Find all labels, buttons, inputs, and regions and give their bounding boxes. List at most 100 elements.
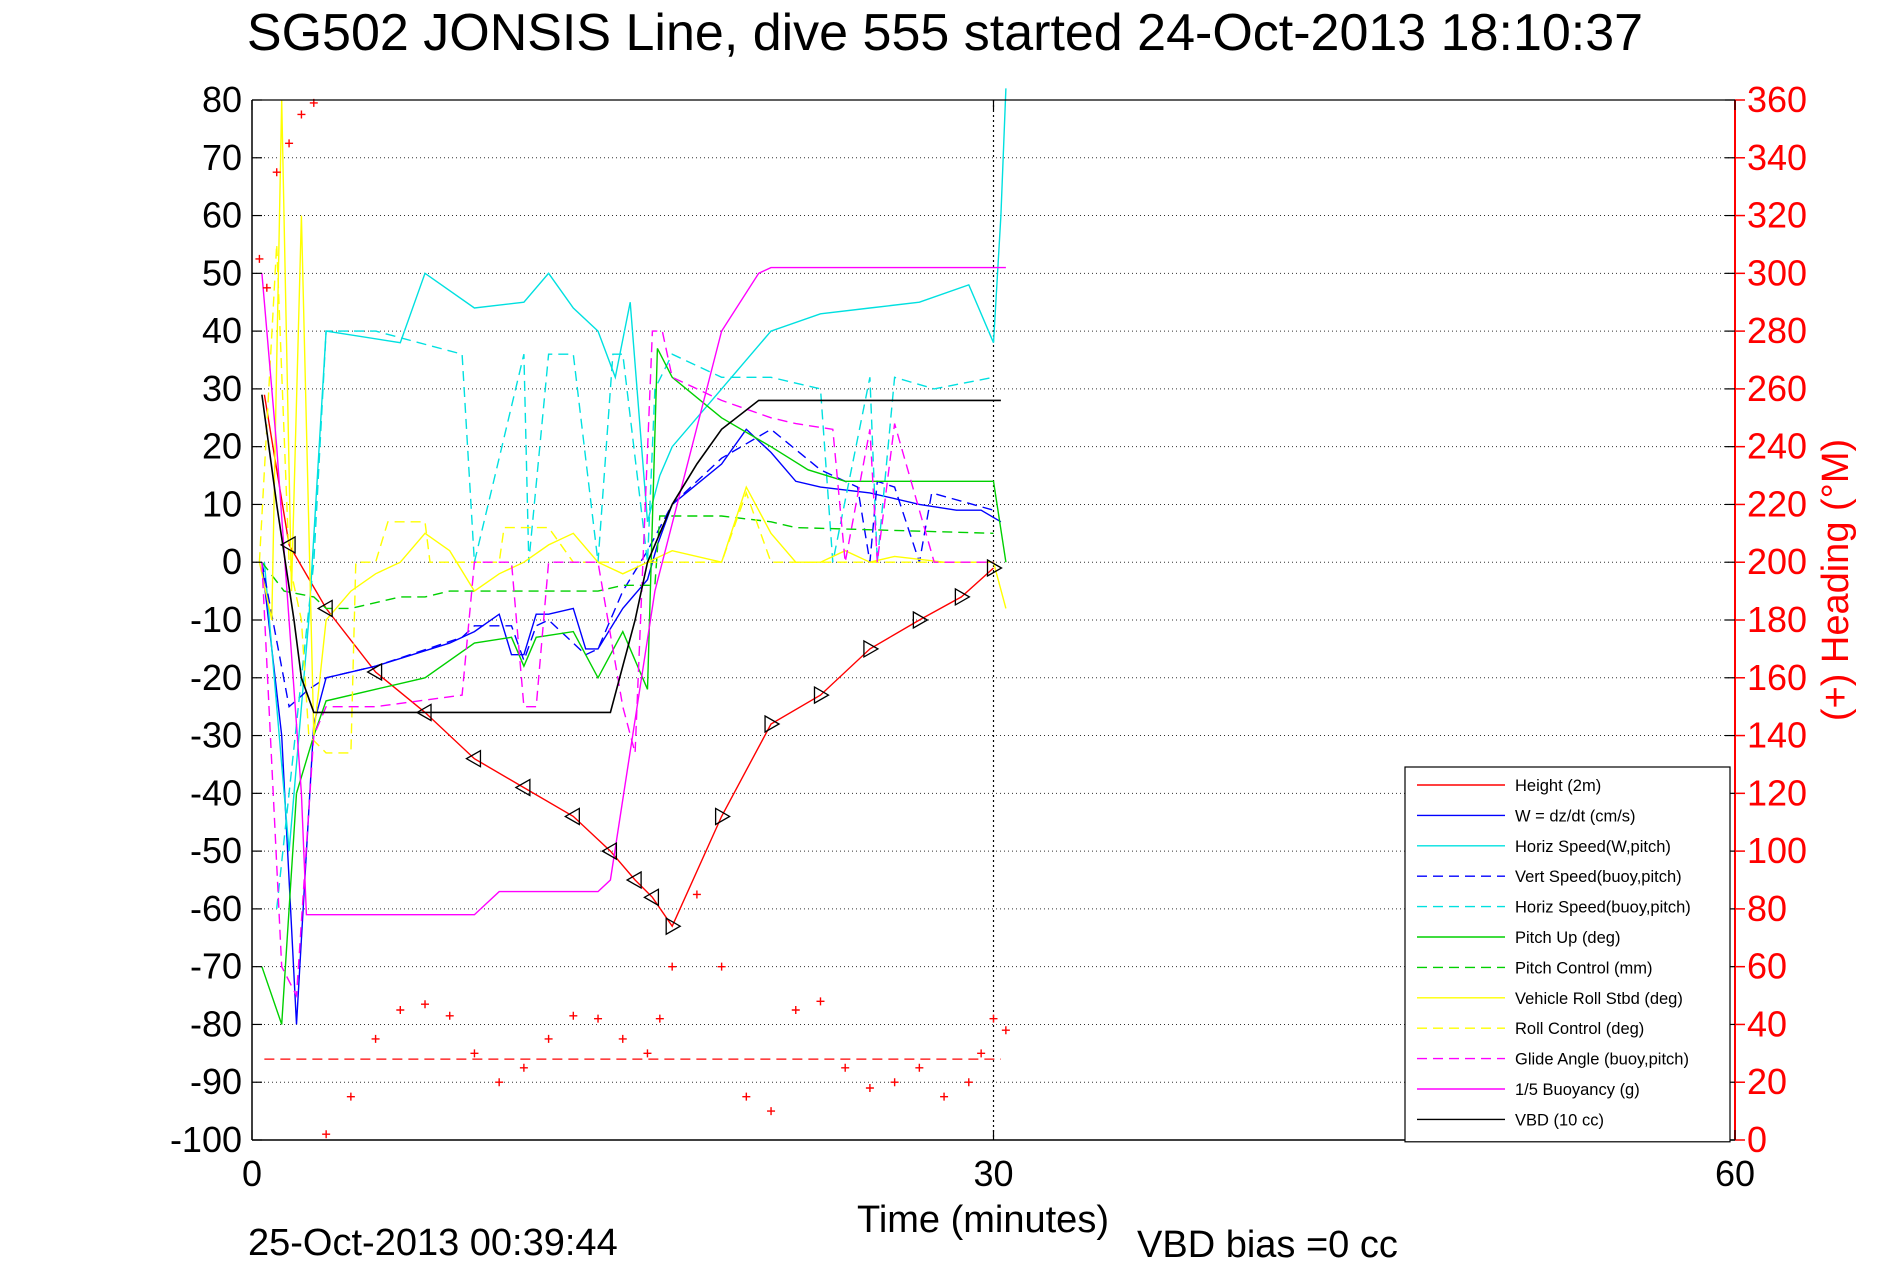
chart-title: SG502 JONSIS Line, dive 555 started 24-O… xyxy=(247,4,1643,62)
y-tick-label-left: 30 xyxy=(202,368,242,409)
legend-label: Vehicle Roll Stbd (deg) xyxy=(1515,990,1683,1008)
height-waypoint-marker xyxy=(986,558,1003,578)
heading-marker xyxy=(285,139,294,148)
series-line-6 xyxy=(261,515,994,610)
y-tick-label-left: -10 xyxy=(190,599,242,640)
heading-marker xyxy=(865,1084,874,1092)
legend-label: Roll Control (deg) xyxy=(1515,1020,1644,1038)
y-tick-label-left: 70 xyxy=(202,137,242,178)
heading-marker xyxy=(767,1107,776,1116)
series-line-3 xyxy=(261,428,994,709)
series-line-0 xyxy=(263,394,994,928)
heading-marker xyxy=(594,1014,603,1023)
series-line-4 xyxy=(276,330,994,909)
y-tick-label-right: 100 xyxy=(1747,830,1807,871)
y-tick-label-right: 200 xyxy=(1747,541,1807,582)
x-tick-label: 0 xyxy=(242,1153,262,1194)
y-tick-label-right: 300 xyxy=(1747,252,1807,293)
heading-marker xyxy=(346,1092,355,1101)
y-tick-label-left: -60 xyxy=(190,888,242,929)
heading-marker xyxy=(915,1063,924,1072)
tick-labels: 80706050403020100-10-20-30-40-50-60-70-8… xyxy=(170,79,1807,1194)
heading-marker xyxy=(964,1078,973,1087)
heading-marker xyxy=(940,1092,949,1101)
y-tick-label-right: 120 xyxy=(1747,772,1807,813)
legend-label: Pitch Up (deg) xyxy=(1515,929,1620,947)
y-tick-label-right: 240 xyxy=(1747,426,1807,467)
heading-marker xyxy=(297,110,306,119)
legend-label: Glide Angle (buoy,pitch) xyxy=(1515,1051,1689,1069)
heading-marker xyxy=(272,168,281,177)
heading-marker xyxy=(262,283,271,292)
heading-marker xyxy=(791,1006,800,1014)
y-tick-label-left: -90 xyxy=(190,1061,242,1102)
y-tick-label-right: 160 xyxy=(1747,657,1807,698)
y-tick-label-right: 60 xyxy=(1747,946,1787,987)
y-tick-label-right: 40 xyxy=(1747,1003,1787,1044)
legend-label: VBD (10 cc) xyxy=(1515,1111,1604,1129)
height-waypoint-marker xyxy=(601,841,618,861)
y-tick-label-left: -30 xyxy=(190,715,242,756)
height-waypoint-marker xyxy=(514,778,531,797)
y-tick-label-right: 0 xyxy=(1747,1119,1767,1160)
height-waypoint-marker xyxy=(714,807,731,826)
heading-marker xyxy=(322,1130,331,1139)
y-tick-label-right: 180 xyxy=(1747,599,1807,640)
legend-box xyxy=(1404,766,1731,1143)
height-waypoint-marker xyxy=(954,587,971,607)
y-tick-label-left: 50 xyxy=(202,252,242,293)
heading-marker xyxy=(989,1014,998,1023)
heading-marker xyxy=(470,1049,479,1058)
footer-vbd-bias: VBD bias =0 cc xyxy=(1137,1224,1398,1262)
y-tick-label-right: 140 xyxy=(1747,715,1807,756)
heading-marker xyxy=(544,1034,553,1043)
series-line-1 xyxy=(261,428,1002,1025)
x-tick-label: 30 xyxy=(973,1153,1013,1194)
series-layer xyxy=(255,88,1010,1139)
series-line-10 xyxy=(261,266,1006,916)
height-waypoint-marker xyxy=(415,703,432,722)
heading-marker xyxy=(519,1063,528,1072)
right-axis-label: (+) Heading (°M) xyxy=(1815,439,1857,721)
y-tick-label-right: 280 xyxy=(1747,310,1807,351)
y-tick-label-right: 220 xyxy=(1747,483,1807,524)
legend-label: Horiz Speed(buoy,pitch) xyxy=(1515,899,1691,917)
height-waypoint-marker xyxy=(465,749,482,768)
y-tick-label-left: -50 xyxy=(190,830,242,871)
height-waypoint-marker xyxy=(665,917,682,936)
y-tick-label-right: 320 xyxy=(1747,195,1807,236)
y-tick-label-left: 10 xyxy=(202,483,242,524)
height-waypoint-marker xyxy=(625,870,642,890)
heading-marker xyxy=(495,1078,504,1087)
y-tick-label-left: 80 xyxy=(202,79,242,120)
heading-marker xyxy=(742,1092,751,1101)
y-tick-label-right: 260 xyxy=(1747,368,1807,409)
height-waypoint-marker xyxy=(863,639,880,659)
height-waypoint-marker xyxy=(366,662,383,682)
series-line-2 xyxy=(263,88,1007,852)
legend-label: Vert Speed(buoy,pitch) xyxy=(1515,868,1682,886)
heading-marker xyxy=(841,1063,850,1072)
legend-label: Height (2m) xyxy=(1515,777,1601,795)
y-tick-label-right: 340 xyxy=(1747,137,1807,178)
y-tick-label-right: 20 xyxy=(1747,1061,1787,1102)
legend-label: Pitch Control (mm) xyxy=(1515,959,1653,977)
y-tick-label-left: -40 xyxy=(190,772,242,813)
x-axis-label: Time (minutes) xyxy=(857,1199,1109,1241)
y-tick-label-right: 80 xyxy=(1747,888,1787,929)
y-tick-label-left: -70 xyxy=(190,946,242,987)
height-waypoint-marker xyxy=(912,610,929,630)
legend-label: Horiz Speed(W,pitch) xyxy=(1515,838,1671,856)
series-line-9 xyxy=(261,330,994,999)
height-waypoint-marker xyxy=(316,599,333,618)
footer-date: 25-Oct-2013 00:39:44 xyxy=(248,1222,618,1262)
series-line-5 xyxy=(261,348,1007,1025)
y-tick-label-left: -20 xyxy=(190,657,242,698)
height-waypoint-marker xyxy=(279,535,296,555)
height-waypoint-marker xyxy=(643,888,660,907)
y-tick-label-left: -100 xyxy=(170,1119,242,1160)
y-tick-label-left: 60 xyxy=(202,195,242,236)
heading-marker xyxy=(569,1011,578,1020)
height-waypoint-marker xyxy=(564,807,580,826)
